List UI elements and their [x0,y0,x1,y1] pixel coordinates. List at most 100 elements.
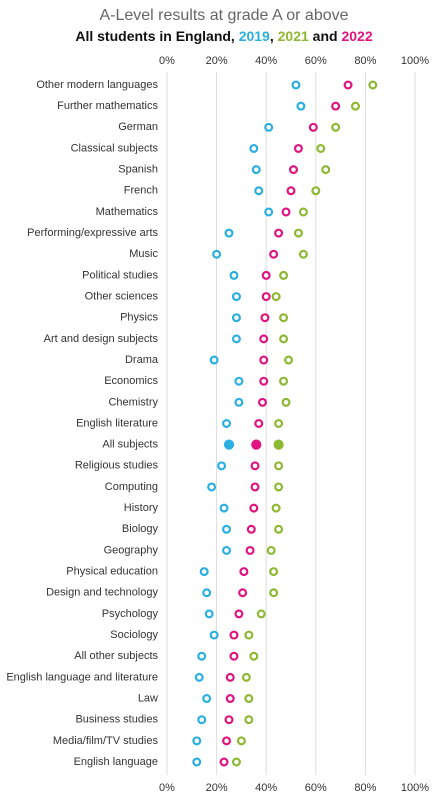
x-tick-label: 40% [255,55,277,67]
y-tick-label: English language and literature [6,671,158,683]
dot [271,503,281,513]
dot [279,334,289,344]
dot [257,397,267,407]
x-tick-label: 40% [255,782,277,794]
dot [321,165,331,175]
y-tick-label: Business studies [75,714,158,726]
dot [274,419,284,429]
dot [254,186,264,196]
dot [298,207,308,217]
dot [250,461,260,471]
y-tick-label: Media/film/TV studies [53,735,159,747]
dot [223,439,235,450]
dot [250,482,260,492]
x-tick-label: 100% [401,782,429,794]
y-tick-label: Physical education [66,566,158,578]
dot [269,588,279,598]
y-tick-label: German [118,121,158,133]
dot [222,736,232,746]
y-tick-label: Political studies [82,269,158,281]
dot [316,143,326,153]
dot [202,588,212,598]
dot [311,186,321,196]
y-tick-label: Chemistry [108,396,158,408]
dot [331,122,341,132]
x-tick-label: 20% [206,782,228,794]
dot [269,249,279,259]
dot [194,672,204,682]
y-tick-label: History [124,502,159,514]
dot [219,503,229,513]
dot [256,609,266,619]
dot [199,567,209,577]
y-tick-label: Further mathematics [57,100,158,112]
dot [296,101,306,111]
dot [222,419,232,429]
dot [254,419,264,429]
y-tick-label: Performing/expressive arts [27,227,158,239]
dot [261,270,271,280]
dot [222,545,232,555]
dot [197,651,207,661]
y-tick-label: Biology [122,523,159,535]
dot [229,270,239,280]
y-tick-label: Spanish [118,164,158,176]
legend-entry: 2019 [239,28,270,44]
dot [251,439,262,450]
dot [241,672,251,682]
y-tick-label: Drama [125,354,159,366]
dot [279,270,289,280]
dot [279,376,289,386]
dot [291,80,301,90]
dot [273,439,284,450]
dot [269,567,279,577]
x-tick-label: 0% [159,782,175,794]
dot [274,482,284,492]
dot [259,376,269,386]
dot [202,694,212,704]
dot [224,715,234,725]
dot [229,630,239,640]
dot [259,355,269,365]
dot [279,313,289,323]
dot [284,355,294,365]
dot [286,186,296,196]
dot [234,397,244,407]
dot [224,228,234,238]
dot [259,334,269,344]
dot [244,694,254,704]
y-tick-label: Other sciences [85,290,159,302]
y-tick-label: French [124,185,158,197]
dot [238,588,248,598]
dot [274,524,284,534]
legend-entry: 2022 [341,28,372,44]
subtitle-text: and [309,28,342,44]
y-tick-label: Art and design subjects [44,333,159,345]
dot [231,292,241,302]
dot [204,609,214,619]
dot [274,461,284,471]
y-tick-label: English language [74,756,158,768]
dot [264,122,274,132]
y-tick-label: Religious studies [75,460,159,472]
dot [246,524,256,534]
subtitle-text: , [270,28,278,44]
dot [222,524,232,534]
dot [261,292,271,302]
y-tick-label: Classical subjects [71,142,159,154]
y-tick-label: All other subjects [74,650,158,662]
dot [249,143,259,153]
y-tick-label: All subjects [102,439,158,451]
dot [251,165,261,175]
dot [266,545,276,555]
dot [192,736,202,746]
dot [343,80,353,90]
x-tick-label: 80% [354,55,376,67]
y-tick-label: Physics [120,312,158,324]
dot [368,80,378,90]
dot [231,313,241,323]
y-tick-label: Computing [105,481,158,493]
y-tick-label: Sociology [110,629,158,641]
dot [234,609,244,619]
